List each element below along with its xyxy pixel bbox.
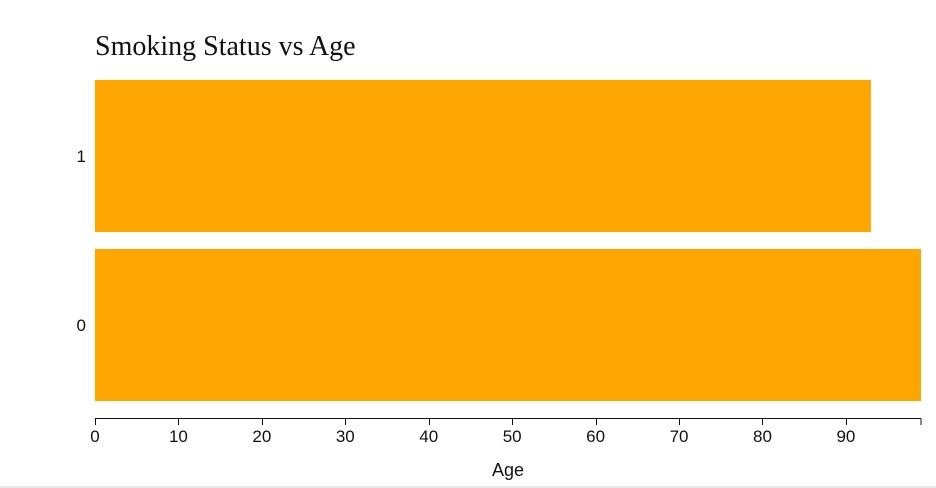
x-tick-label-50: 50 bbox=[503, 427, 522, 446]
x-tick-label-30: 30 bbox=[336, 427, 355, 446]
bars-group bbox=[95, 80, 921, 401]
x-tick-label-90: 90 bbox=[836, 427, 855, 446]
chart-title: Smoking Status vs Age bbox=[95, 31, 356, 62]
bar-0 bbox=[95, 249, 921, 401]
x-tick-label-0: 0 bbox=[90, 427, 99, 446]
bar-1 bbox=[95, 80, 871, 232]
x-axis-label: Age bbox=[492, 460, 524, 480]
x-tick-label-60: 60 bbox=[586, 427, 605, 446]
x-tick-label-80: 80 bbox=[753, 427, 772, 446]
y-tick-label-0: 0 bbox=[77, 316, 86, 335]
x-axis: 0 10 20 30 40 50 60 70 80 90 bbox=[90, 418, 922, 446]
y-tick-label-1: 1 bbox=[77, 147, 86, 166]
x-tick-label-40: 40 bbox=[419, 427, 438, 446]
x-tick-label-70: 70 bbox=[670, 427, 689, 446]
x-axis-ticks: 0 10 20 30 40 50 60 70 80 90 bbox=[90, 418, 855, 446]
x-tick-label-10: 10 bbox=[169, 427, 188, 446]
x-tick-label-20: 20 bbox=[252, 427, 271, 446]
y-axis-ticks: 10 bbox=[77, 147, 86, 335]
